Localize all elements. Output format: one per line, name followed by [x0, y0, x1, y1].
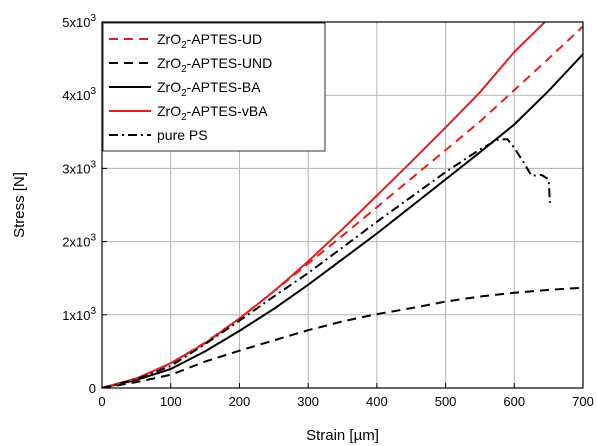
- y-tick-label: 1x103: [62, 306, 96, 323]
- y-axis-title: Stress [N]: [11, 172, 28, 238]
- x-tick-label: 300: [297, 394, 319, 409]
- axis-ticks: 0 100 200 300 400 500 600 700 0 1x103 2x103 3x103 4x…: [62, 13, 594, 409]
- x-tick-label: 700: [572, 394, 594, 409]
- x-tick-label: 200: [229, 394, 251, 409]
- x-tick-label: 0: [98, 394, 105, 409]
- x-axis-title: Strain [µm]: [306, 427, 379, 444]
- series-line-zro2-aptes-vba: [102, 22, 547, 388]
- series-line-zro2-aptes-ud: [102, 25, 583, 388]
- y-tick-label: 5x103: [62, 13, 96, 30]
- legend-label: ZrO2-APTES-UD: [157, 31, 262, 51]
- series-line-pure-ps: [102, 138, 551, 388]
- y-tick-label: 2x103: [62, 233, 96, 250]
- y-tick-label: 0: [89, 381, 96, 396]
- y-tick-label: 3x103: [62, 159, 96, 176]
- legend-label: ZrO2-APTES-vBA: [157, 103, 268, 123]
- x-tick-label: 500: [435, 394, 457, 409]
- legend-label: pure PS: [157, 127, 208, 143]
- series-lines: [102, 22, 583, 388]
- series-line-zro2-aptes-ba: [102, 53, 583, 388]
- x-tick-label: 400: [366, 394, 388, 409]
- x-tick-label: 100: [160, 394, 182, 409]
- legend-label: ZrO2-APTES-BA: [157, 79, 261, 99]
- plot-frame: [101, 21, 584, 389]
- y-tick-label: 4x103: [62, 86, 96, 103]
- legend: ZrO2-APTES-UD ZrO2-APTES-UND ZrO2-APTES-BA…: [102, 22, 326, 152]
- x-tick-label: 600: [503, 394, 525, 409]
- legend-label: ZrO2-APTES-UND: [157, 55, 272, 75]
- series-line-zro2-aptes-und: [102, 286, 583, 388]
